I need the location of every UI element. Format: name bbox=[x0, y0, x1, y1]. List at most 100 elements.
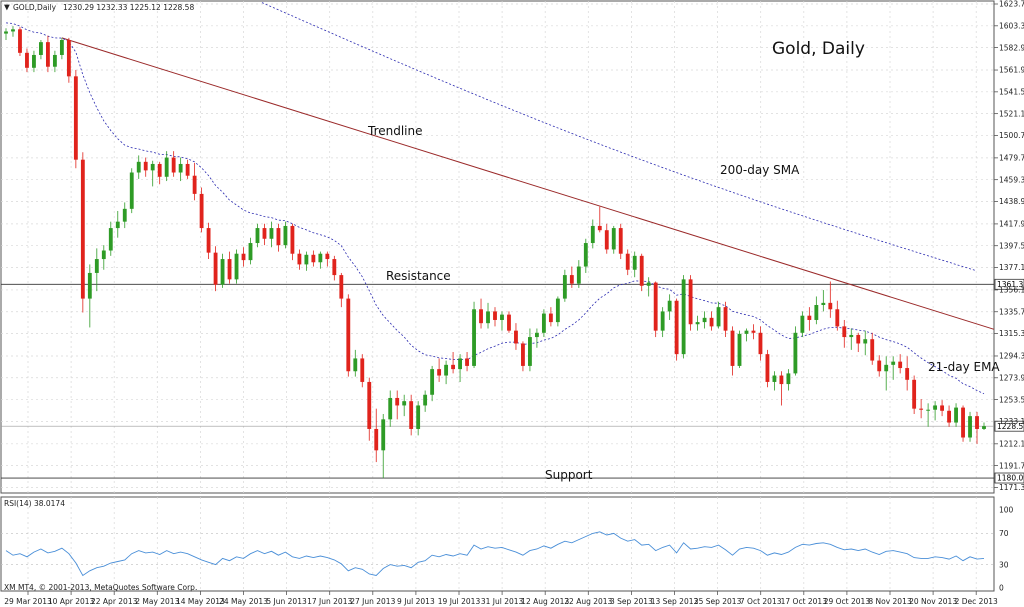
candle-body bbox=[430, 369, 435, 395]
candle bbox=[639, 253, 644, 292]
candle-body bbox=[108, 228, 113, 251]
candle-body bbox=[870, 339, 875, 361]
candle-body bbox=[562, 275, 567, 299]
grid bbox=[1, 1, 994, 591]
candle bbox=[849, 328, 854, 350]
price-tick-label: 1212.10 bbox=[999, 440, 1024, 449]
price-tick-label: 1417.90 bbox=[999, 220, 1024, 229]
candle bbox=[325, 251, 330, 267]
candle bbox=[206, 222, 211, 260]
candle-body bbox=[39, 42, 43, 55]
candle-body bbox=[954, 407, 958, 423]
candle bbox=[115, 210, 120, 238]
candle bbox=[374, 408, 379, 463]
candle-body bbox=[926, 409, 931, 411]
candle bbox=[486, 302, 490, 329]
candle-body bbox=[451, 364, 456, 370]
candle bbox=[199, 187, 204, 233]
candle bbox=[227, 251, 232, 284]
candle bbox=[828, 281, 833, 318]
candle-body bbox=[80, 159, 85, 299]
candle-body bbox=[465, 358, 469, 366]
candle-body bbox=[674, 300, 679, 355]
candle bbox=[171, 151, 176, 177]
candle bbox=[367, 377, 372, 441]
candle bbox=[576, 260, 581, 288]
candle-body bbox=[842, 326, 847, 338]
candle bbox=[723, 301, 728, 338]
candle bbox=[716, 301, 721, 329]
candle bbox=[695, 315, 700, 331]
candle bbox=[507, 311, 511, 333]
candle-body bbox=[213, 252, 218, 285]
candle bbox=[493, 307, 497, 327]
candle-body bbox=[178, 163, 183, 173]
candle-body bbox=[444, 364, 449, 376]
candle-body bbox=[576, 266, 581, 284]
time-tick-label: 22 Aug 2013 bbox=[564, 597, 612, 606]
price-tick-label: 1335.70 bbox=[999, 307, 1024, 316]
candle bbox=[66, 37, 71, 83]
candle bbox=[870, 332, 875, 365]
candle-body bbox=[765, 354, 770, 382]
candle bbox=[73, 69, 78, 169]
candle-body bbox=[171, 157, 176, 173]
candle-body bbox=[388, 397, 393, 420]
candle-body bbox=[625, 253, 630, 270]
sma-200-line bbox=[261, 2, 977, 271]
candle-body bbox=[555, 298, 560, 323]
candle bbox=[562, 269, 567, 302]
candle bbox=[465, 352, 469, 372]
time-tick-label: 13 Sep 2013 bbox=[651, 597, 699, 606]
candle-body bbox=[947, 410, 951, 423]
rsi-tick-label: 30 bbox=[999, 560, 1009, 569]
price-tick-label: 1623.70 bbox=[999, 0, 1024, 9]
candle-body bbox=[339, 275, 344, 299]
resistance-price-tag-box bbox=[994, 278, 1024, 290]
candle bbox=[521, 341, 525, 372]
price-tick-label: 1253.50 bbox=[999, 395, 1024, 404]
candle-body bbox=[779, 375, 784, 385]
candle bbox=[884, 356, 889, 391]
candle bbox=[444, 360, 449, 385]
candle-body bbox=[940, 405, 945, 411]
candle-body bbox=[94, 259, 99, 273]
candle bbox=[39, 40, 43, 60]
rsi-line bbox=[5, 531, 985, 577]
candle bbox=[500, 311, 504, 331]
candle bbox=[688, 275, 693, 331]
candle bbox=[423, 390, 428, 412]
candle bbox=[18, 27, 22, 57]
candle-body bbox=[185, 163, 190, 176]
candle-body bbox=[101, 250, 106, 260]
candle-body bbox=[227, 259, 232, 280]
candle bbox=[933, 401, 938, 421]
rsi-tick-label: 100 bbox=[999, 506, 1014, 515]
rsi-indicator bbox=[1, 531, 994, 577]
candle-body bbox=[961, 407, 965, 438]
candle bbox=[954, 403, 958, 427]
candle-body bbox=[863, 339, 868, 344]
price-tick-label: 1500.70 bbox=[999, 131, 1024, 140]
time-tick-label: 29 Oct 2013 bbox=[824, 597, 871, 606]
candle bbox=[178, 157, 183, 182]
sma-label: 200-day SMA bbox=[720, 163, 800, 177]
candle-body bbox=[695, 322, 700, 325]
candle-body bbox=[500, 314, 504, 320]
candle bbox=[569, 266, 574, 288]
candle bbox=[276, 223, 281, 252]
candle bbox=[318, 251, 323, 269]
candle-body bbox=[814, 305, 819, 320]
candle-body bbox=[353, 358, 358, 372]
chevron-down-icon[interactable]: ▼ bbox=[4, 3, 10, 12]
candle bbox=[814, 296, 819, 325]
candle bbox=[185, 159, 190, 179]
candle bbox=[353, 349, 358, 377]
candle-body bbox=[660, 311, 665, 331]
candle bbox=[786, 369, 791, 391]
candle bbox=[541, 309, 546, 338]
candle bbox=[590, 219, 595, 249]
candle bbox=[842, 319, 847, 348]
chart-title: Gold, Daily bbox=[772, 39, 865, 59]
candle-body bbox=[374, 428, 379, 451]
